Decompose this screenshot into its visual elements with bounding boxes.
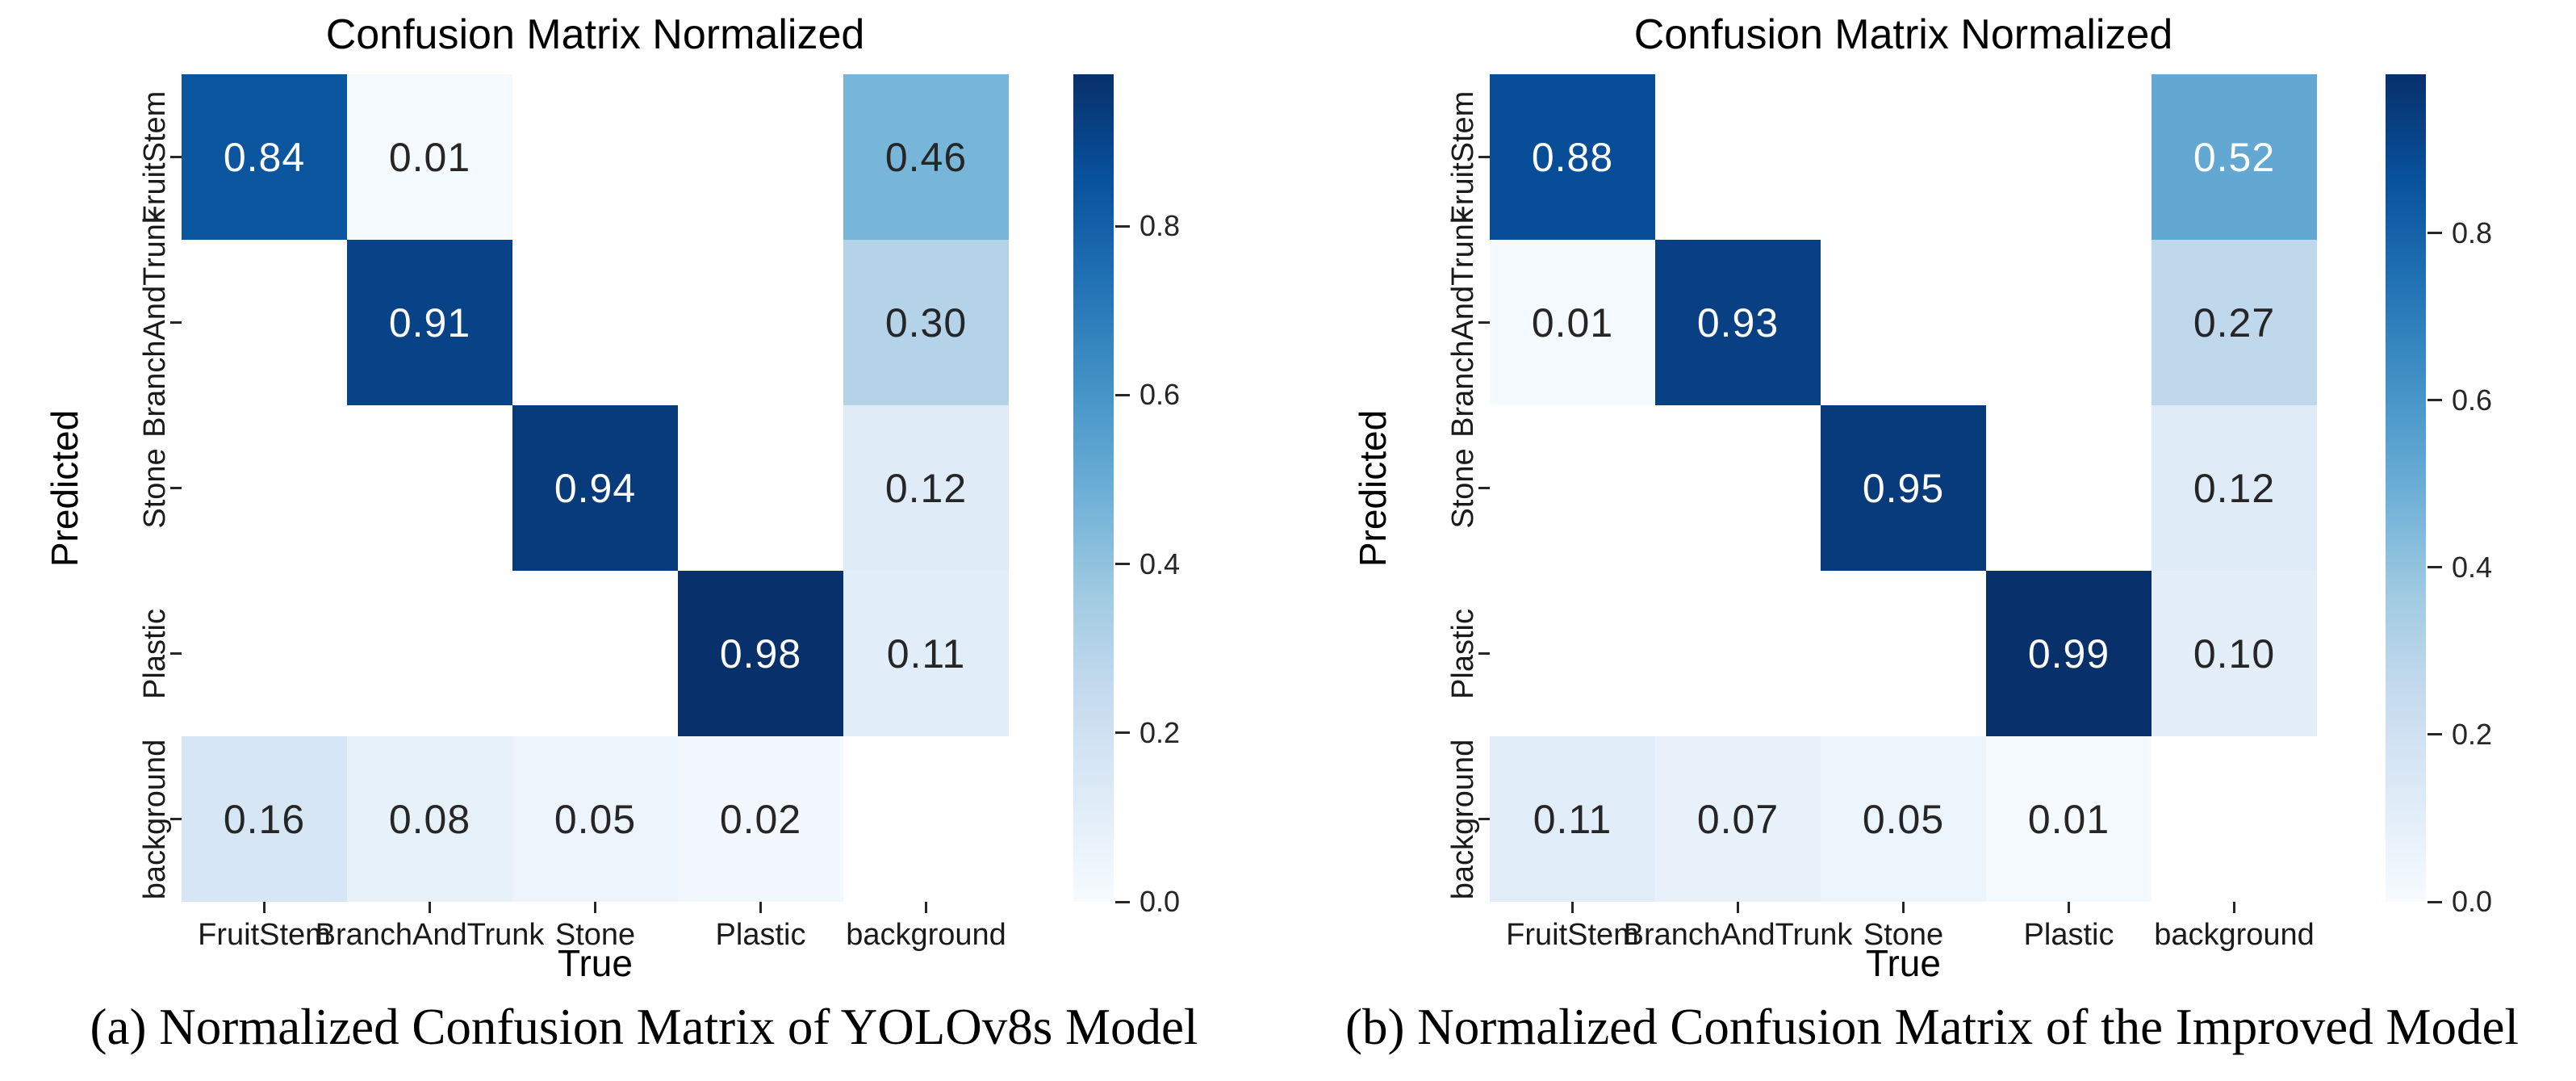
colorbar-tick-mark <box>1115 393 1130 396</box>
heatmap-cell: 0.02 <box>678 736 843 902</box>
heatmap-cell: 0.11 <box>843 571 1009 736</box>
colorbar-tick-label: 0.0 <box>2452 885 2493 918</box>
x-axis-label: True <box>558 942 633 984</box>
x-axis-label: True <box>1866 942 1941 984</box>
heatmap-cell: 0.27 <box>2152 240 2317 405</box>
colorbar-tick-mark <box>2428 566 2442 569</box>
y-tick-label-text: FruitStem <box>1446 90 1480 224</box>
heatmap-cell: 0.05 <box>512 736 678 902</box>
y-tick-mark <box>1478 487 1490 489</box>
colorbar-tick-label: 0.2 <box>1140 715 1181 749</box>
chart-title: Confusion Matrix Normalized <box>1633 11 2173 58</box>
colorbar-tick-label: 0.0 <box>1140 885 1181 918</box>
heatmap-cell: 0.88 <box>1490 74 1655 240</box>
heatmap-cell: 0.99 <box>1986 571 2152 736</box>
colorbar <box>1073 74 1114 902</box>
heatmap-cell: 0.84 <box>182 74 347 240</box>
y-tick-mark <box>170 818 182 820</box>
x-tick-label: Stone <box>554 918 636 952</box>
heatmap-cell: 0.01 <box>1986 736 2152 902</box>
colorbar-tick-mark <box>2428 733 2442 736</box>
y-tick-mark <box>170 156 182 158</box>
heatmap-cell: 0.93 <box>1655 240 1821 405</box>
y-tick-mark <box>1478 652 1490 655</box>
figure-caption: (b) Normalized Confusion Matrix of the I… <box>1345 999 2519 1055</box>
colorbar-tick-label: 0.8 <box>1140 209 1181 243</box>
x-tick-mark <box>429 902 431 913</box>
heatmap-cell: 0.98 <box>678 571 843 736</box>
heatmap-cell: 0.95 <box>1821 405 1986 571</box>
x-tick-label: FruitStem <box>1506 918 1639 952</box>
colorbar-tick-mark <box>2428 900 2442 903</box>
x-tick-label: Stone <box>1863 918 1944 952</box>
colorbar-tick-label: 0.6 <box>2452 383 2493 417</box>
x-tick-mark <box>759 902 762 913</box>
y-tick-mark <box>170 487 182 489</box>
heatmap-cell: 0.52 <box>2152 74 2317 240</box>
x-tick-mark <box>594 902 596 913</box>
heatmap-cell: 0.11 <box>1490 736 1655 902</box>
colorbar-tick-mark <box>1115 224 1130 228</box>
x-tick-mark <box>2233 902 2235 913</box>
colorbar-tick-label: 0.4 <box>2452 550 2493 584</box>
heatmap-cell: 0.08 <box>347 736 512 902</box>
colorbar-tick-label: 0.4 <box>1140 547 1181 580</box>
y-tick-label-text: background <box>1446 739 1480 899</box>
heatmap-cell: 0.12 <box>2152 405 2317 571</box>
colorbar <box>2386 74 2426 902</box>
y-tick-mark <box>170 652 182 655</box>
x-tick-label: background <box>2154 918 2315 952</box>
heatmap-cell: 0.30 <box>843 240 1009 405</box>
x-tick-mark <box>263 902 266 913</box>
heatmap-cell: 0.94 <box>512 405 678 571</box>
colorbar-tick-mark <box>2428 232 2442 235</box>
colorbar-tick-label: 0.8 <box>2452 216 2493 249</box>
x-tick-mark <box>2068 902 2070 913</box>
heatmap-cell: 0.01 <box>347 74 512 240</box>
y-tick-mark <box>1478 321 1490 324</box>
heatmap-cell: 0.01 <box>1490 240 1655 405</box>
heatmap-cell: 0.05 <box>1821 736 1986 902</box>
y-tick-mark <box>170 321 182 324</box>
y-tick-mark <box>1478 156 1490 158</box>
x-tick-label: background <box>846 918 1006 952</box>
heatmap-cell: 0.10 <box>2152 571 2317 736</box>
colorbar-tick-mark <box>2428 399 2442 402</box>
x-tick-label: BranchAndTrunk <box>315 918 545 952</box>
x-tick-label: FruitStem <box>198 918 331 952</box>
y-tick-label-text: BranchAndTrunk <box>1446 207 1480 438</box>
heatmap-cell: 0.46 <box>843 74 1009 240</box>
x-tick-label: Plastic <box>2023 918 2114 952</box>
heatmap-cell: 0.16 <box>182 736 347 902</box>
x-tick-mark <box>1737 902 1739 913</box>
colorbar-tick-mark <box>1115 900 1130 903</box>
x-tick-label: BranchAndTrunk <box>1623 918 1853 952</box>
colorbar-tick-label: 0.6 <box>1140 378 1181 412</box>
x-tick-mark <box>1902 902 1905 913</box>
heatmap-cell: 0.07 <box>1655 736 1821 902</box>
x-tick-label: Plastic <box>715 918 806 952</box>
x-tick-mark <box>925 902 927 913</box>
y-tick-label-text: Stone <box>1446 447 1480 529</box>
chart-title: Confusion Matrix Normalized <box>325 11 865 58</box>
x-tick-mark <box>1571 902 1574 913</box>
y-tick-label-text: Plastic <box>1446 608 1480 699</box>
colorbar-tick-mark <box>1115 731 1130 735</box>
heatmap-cell: 0.91 <box>347 240 512 405</box>
figure-caption: (a) Normalized Confusion Matrix of YOLOv… <box>90 999 1198 1055</box>
y-tick-mark <box>1478 818 1490 820</box>
colorbar-tick-mark <box>1115 563 1130 566</box>
colorbar-tick-label: 0.2 <box>2452 717 2493 751</box>
heatmap-cell: 0.12 <box>843 405 1009 571</box>
